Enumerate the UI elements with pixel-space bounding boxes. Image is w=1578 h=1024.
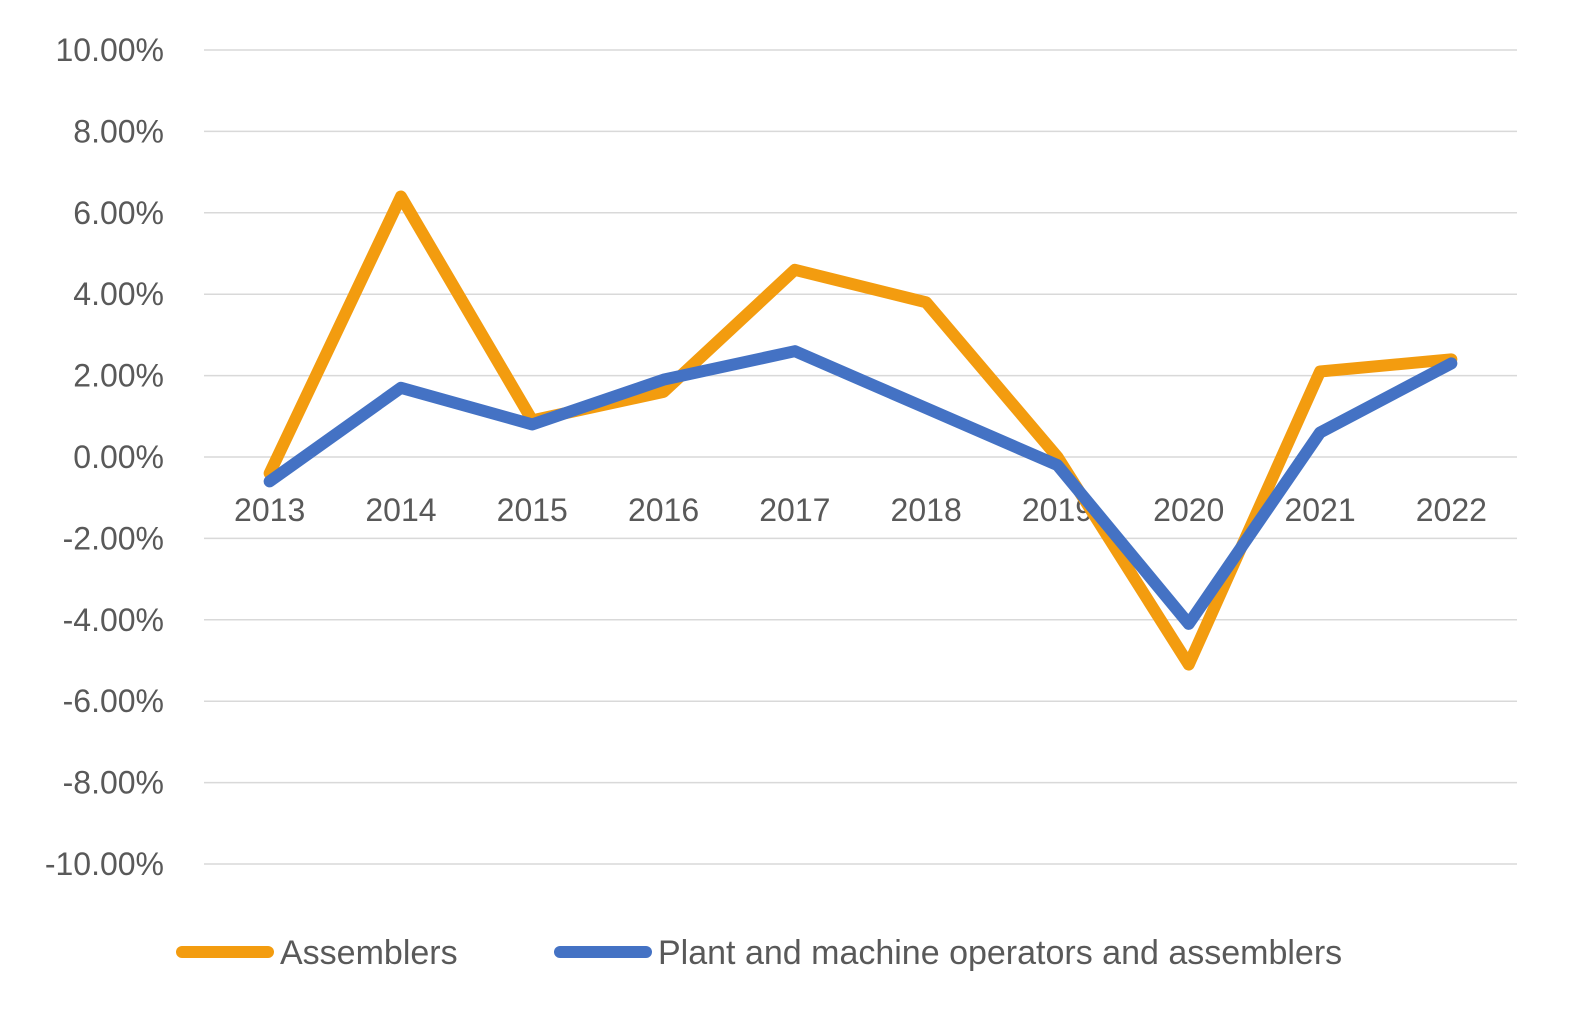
x-tick-label: 2018 xyxy=(891,492,962,528)
x-tick-label: 2016 xyxy=(628,492,699,528)
y-tick-label: -4.00% xyxy=(63,602,164,638)
legend: Assemblers Plant and machine operators a… xyxy=(176,934,1342,972)
y-tick-label: 0.00% xyxy=(73,439,164,475)
y-tick-label: 10.00% xyxy=(55,32,164,68)
y-tick-label: 2.00% xyxy=(73,358,164,394)
series-line-plant-operators xyxy=(263,345,1458,630)
series-line-assemblers xyxy=(263,190,1458,671)
y-tick-label: -6.00% xyxy=(63,683,164,719)
x-tick-label: 2022 xyxy=(1416,492,1487,528)
x-tick-label: 2020 xyxy=(1153,492,1224,528)
y-tick-label: -10.00% xyxy=(45,846,164,882)
gridlines xyxy=(204,49,1517,865)
y-tick-label: -2.00% xyxy=(63,520,164,556)
x-tick-label: 2021 xyxy=(1284,492,1355,528)
x-tick-label: 2013 xyxy=(234,492,305,528)
legend-label-plant-operators: Plant and machine operators and assemble… xyxy=(658,934,1342,972)
x-tick-label: 2014 xyxy=(365,492,436,528)
legend-label-assemblers: Assemblers xyxy=(280,934,458,972)
x-tick-label: 2015 xyxy=(497,492,568,528)
y-tick-label: 4.00% xyxy=(73,276,164,312)
y-axis-tick-labels: 10.00% 8.00% 6.00% 4.00% 2.00% 0.00% -2.00% -4.… xyxy=(45,32,164,882)
y-tick-label: 6.00% xyxy=(73,195,164,231)
y-tick-label: 8.00% xyxy=(73,113,164,149)
series-lines xyxy=(263,190,1458,671)
x-axis-tick-labels: 2013 2014 2015 2016 2017 2018 2019 2020 2021 2022 xyxy=(234,492,1487,528)
x-tick-label: 2017 xyxy=(759,492,830,528)
y-tick-label: -8.00% xyxy=(63,765,164,801)
